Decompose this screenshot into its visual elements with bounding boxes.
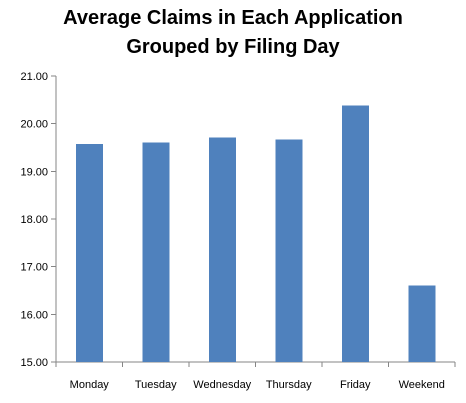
y-tick-label: 18.00 bbox=[20, 214, 48, 226]
bar-tuesday bbox=[142, 142, 170, 362]
x-tick-label: Friday bbox=[340, 379, 371, 391]
chart-title: Average Claims in Each Application Group… bbox=[0, 4, 466, 62]
x-tick-label: Tuesday bbox=[135, 379, 177, 391]
bar-weekend bbox=[408, 285, 436, 362]
x-tick-label: Weekend bbox=[399, 379, 445, 391]
chart-title-line-2: Grouped by Filing Day bbox=[126, 36, 340, 58]
bars bbox=[75, 105, 436, 362]
x-tick-labels: Monday Tuesday Wednesday Thursday Friday Week… bbox=[70, 379, 445, 391]
bar-friday bbox=[341, 105, 369, 362]
x-tick-label: Thursday bbox=[266, 379, 312, 391]
axes bbox=[51, 75, 456, 367]
y-tick-label: 20.00 bbox=[20, 119, 48, 131]
x-tick-label: Wednesday bbox=[193, 379, 251, 391]
bar-wednesday bbox=[208, 137, 236, 362]
bar-monday bbox=[75, 144, 103, 362]
y-tick-label: 15.00 bbox=[20, 357, 48, 369]
y-tick-labels: 15.00 16.00 17.00 18.00 19.00 20.00 21.00 bbox=[20, 71, 48, 369]
x-tick-label: Monday bbox=[70, 379, 110, 391]
y-tick-label: 17.00 bbox=[20, 262, 48, 274]
y-tick-label: 16.00 bbox=[20, 309, 48, 321]
bar-thursday bbox=[275, 139, 303, 362]
chart-title-line-1: Average Claims in Each Application bbox=[63, 7, 403, 29]
y-tick-label: 19.00 bbox=[20, 166, 48, 178]
y-tick-label: 21.00 bbox=[20, 71, 48, 83]
